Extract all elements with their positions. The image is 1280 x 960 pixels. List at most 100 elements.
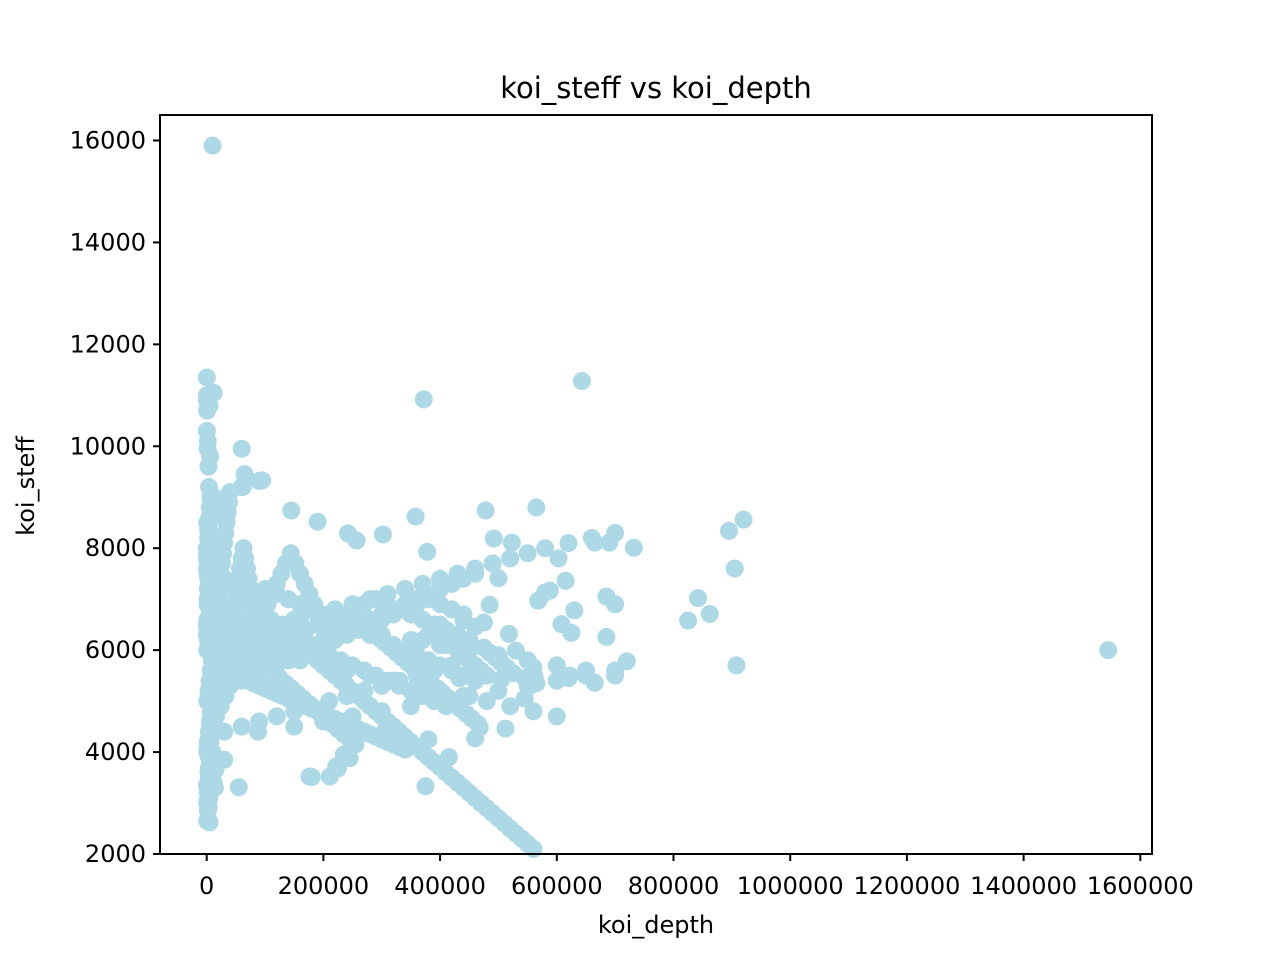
data-point	[536, 539, 555, 558]
x-tick-label: 200000	[278, 872, 370, 900]
data-point	[431, 636, 450, 655]
data-point	[320, 692, 339, 711]
data-point	[527, 498, 546, 517]
data-point	[425, 661, 444, 680]
y-tick-label: 10000	[70, 432, 146, 460]
data-point	[562, 623, 581, 642]
data-point	[285, 717, 304, 736]
data-point	[719, 521, 738, 540]
data-point	[679, 611, 698, 630]
data-point	[232, 717, 251, 736]
y-tick-label: 16000	[70, 126, 146, 154]
data-point	[413, 574, 432, 593]
data-point	[454, 611, 473, 630]
points-layer	[197, 136, 1118, 858]
data-point	[267, 646, 286, 665]
x-axis-title: koi_depth	[598, 911, 714, 939]
data-point	[565, 601, 584, 620]
data-point	[506, 641, 525, 660]
data-point	[501, 549, 520, 568]
data-point	[396, 579, 415, 598]
data-point	[700, 604, 719, 623]
data-point	[585, 673, 604, 692]
data-point	[414, 390, 433, 409]
data-point	[361, 666, 380, 685]
data-point	[606, 595, 625, 614]
data-point	[314, 656, 333, 675]
data-point	[559, 534, 578, 553]
data-point	[483, 554, 502, 573]
data-point	[585, 533, 604, 552]
data-point	[499, 624, 518, 643]
x-axis: 0 200000 400000 600000 800000 1000000 1200000 1…	[199, 854, 1194, 900]
data-point	[502, 533, 521, 552]
data-point	[267, 707, 286, 726]
data-point	[547, 656, 566, 675]
data-point	[448, 564, 467, 583]
data-point	[727, 656, 746, 675]
data-point	[302, 697, 321, 716]
data-point	[198, 401, 217, 420]
y-tick-label: 4000	[85, 738, 146, 766]
data-point	[256, 590, 275, 609]
data-point	[282, 501, 301, 520]
data-point	[201, 727, 220, 746]
data-point	[466, 729, 485, 748]
data-point	[285, 610, 304, 629]
data-point	[378, 585, 397, 604]
y-tick-label: 14000	[70, 228, 146, 256]
data-point	[529, 591, 548, 610]
x-tick-label: 1200000	[853, 872, 960, 900]
data-point	[524, 839, 543, 858]
data-point	[439, 748, 458, 767]
data-point	[489, 569, 508, 588]
x-tick-label: 1400000	[970, 872, 1077, 900]
data-point	[249, 722, 268, 741]
data-point	[373, 525, 392, 544]
data-point	[406, 507, 425, 526]
axes-frame	[159, 114, 1153, 855]
data-point	[480, 595, 499, 614]
data-point	[233, 478, 252, 497]
data-point	[547, 707, 566, 726]
data-point	[431, 692, 450, 711]
y-tick-label: 6000	[85, 636, 146, 664]
data-point	[518, 544, 537, 563]
data-point	[689, 589, 708, 608]
data-point	[355, 681, 374, 700]
data-point	[484, 529, 503, 548]
data-point	[492, 670, 511, 689]
data-point	[253, 471, 272, 490]
y-tick-label: 12000	[70, 330, 146, 358]
data-point	[606, 666, 625, 685]
data-point	[597, 627, 616, 646]
data-point	[521, 676, 540, 695]
data-point	[624, 538, 643, 557]
data-point	[229, 778, 248, 797]
y-tick-label: 8000	[85, 534, 146, 562]
data-point	[489, 646, 508, 665]
x-tick-label: 400000	[394, 872, 486, 900]
data-point	[372, 625, 391, 644]
data-point	[199, 796, 218, 815]
data-point	[617, 652, 636, 671]
data-point	[431, 569, 450, 588]
data-point	[201, 740, 220, 759]
x-tick-label: 800000	[628, 872, 720, 900]
data-point	[407, 676, 426, 695]
data-point	[285, 702, 304, 721]
data-point	[384, 671, 403, 690]
data-point	[326, 600, 345, 619]
data-point	[308, 512, 327, 531]
data-point	[501, 697, 520, 716]
y-axis-title: koi_steff	[12, 436, 40, 536]
chart-title: koi_steff vs koi_depth	[500, 71, 812, 105]
data-point	[343, 620, 362, 639]
data-point	[401, 630, 420, 649]
data-point	[418, 542, 437, 561]
data-point	[300, 767, 319, 786]
y-axis: 2000 4000 6000 8000 10000 12000 14000 16000	[70, 126, 160, 868]
data-point	[477, 692, 496, 711]
data-point	[466, 559, 485, 578]
